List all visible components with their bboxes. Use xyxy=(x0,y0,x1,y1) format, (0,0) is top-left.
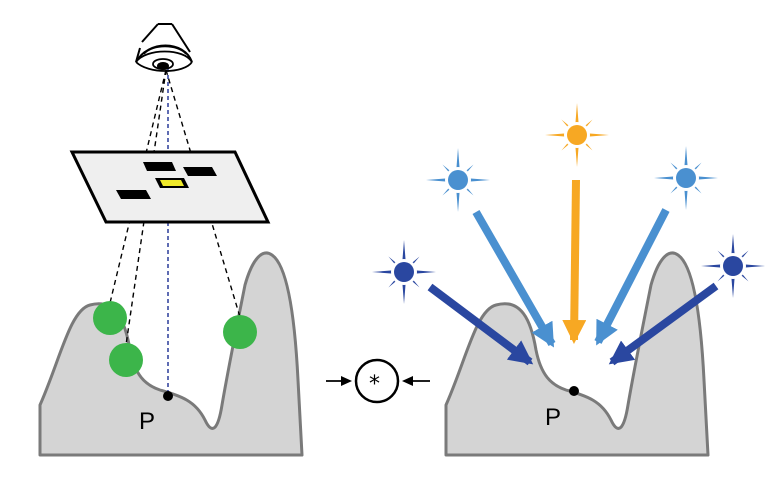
right-panel: P xyxy=(372,103,765,457)
operator-symbol: * xyxy=(369,372,380,397)
eye-icon xyxy=(135,23,193,72)
left-point-label: P xyxy=(139,408,155,435)
sun-arrow xyxy=(562,179,587,344)
probe-sphere-1 xyxy=(93,301,127,335)
sun-light-icon xyxy=(545,103,609,167)
convolution-operator: * xyxy=(326,358,430,404)
light-blue-source-left-icon xyxy=(426,148,490,212)
left-panel: P xyxy=(38,23,304,457)
dark-blue-source-left-icon xyxy=(372,240,436,304)
light-blue-arrow-left xyxy=(472,210,556,348)
light-arrows xyxy=(427,179,719,366)
light-blue-arrow-right xyxy=(594,208,670,346)
operator-circle xyxy=(354,358,400,404)
probe-sphere-2 xyxy=(109,343,143,377)
image-plane-pixels xyxy=(116,162,217,199)
right-terrain xyxy=(444,251,710,457)
right-point-p xyxy=(569,386,579,396)
dark-blue-arrow-left xyxy=(427,283,534,366)
dark-blue-arrow-right xyxy=(608,282,719,366)
left-terrain xyxy=(38,251,304,457)
right-point-label: P xyxy=(545,404,561,431)
probe-sphere-3 xyxy=(223,315,257,349)
left-point-p xyxy=(163,391,173,401)
light-blue-source-right-icon xyxy=(654,146,718,210)
dark-blue-source-right-icon xyxy=(701,234,765,298)
